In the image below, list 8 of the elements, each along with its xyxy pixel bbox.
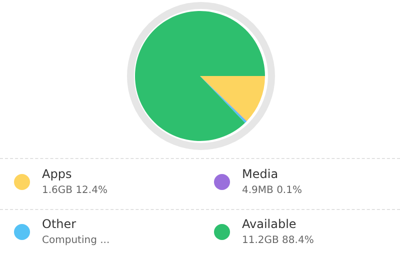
legend-label: Available xyxy=(242,217,296,231)
data-label: 11.2GB 88.4% xyxy=(242,235,314,246)
legend-label: Apps xyxy=(42,167,72,181)
data-label: 4.9MB 0.1% xyxy=(242,185,302,196)
data-label: Computing ... xyxy=(42,235,110,246)
legend-label: Other xyxy=(42,217,76,231)
legend-label: Media xyxy=(242,167,278,181)
data-label: 1.6GB 12.4% xyxy=(42,185,108,196)
